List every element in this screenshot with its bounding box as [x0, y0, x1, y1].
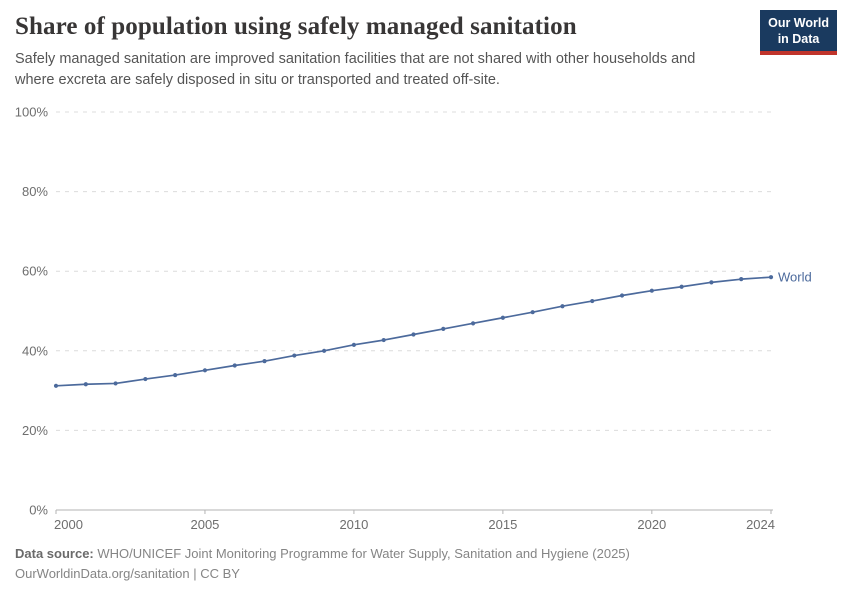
y-tick-label: 100% [15, 105, 49, 120]
series-world[interactable]: World [53, 270, 812, 388]
y-tick-label: 60% [22, 264, 48, 279]
data-source-text: WHO/UNICEF Joint Monitoring Programme fo… [97, 546, 630, 561]
owid-logo-line2: in Data [777, 31, 820, 46]
plot-area[interactable] [56, 112, 771, 510]
x-tick-label: 2015 [488, 517, 517, 532]
x-tick-label: 2020 [637, 517, 666, 532]
x-tick-label: 2024 [746, 517, 775, 532]
data-point[interactable] [322, 348, 327, 353]
data-point[interactable] [530, 310, 535, 315]
data-point[interactable] [262, 359, 267, 364]
data-point[interactable] [709, 280, 714, 285]
data-point[interactable] [113, 381, 118, 386]
data-point[interactable] [53, 383, 59, 388]
chart-subtitle: Safely managed sanitation are improved s… [15, 51, 696, 89]
data-point[interactable] [500, 315, 505, 320]
x-axis: 2000 2005 2010 2015 2020 2024 [54, 509, 775, 532]
chart-header: Share of population using safely managed… [15, 13, 737, 91]
y-tick-label: 0% [29, 503, 48, 518]
data-point[interactable] [590, 298, 595, 304]
data-point[interactable] [232, 363, 237, 368]
y-tick-label: 20% [22, 423, 48, 438]
x-tick-label: 2010 [339, 517, 368, 532]
owid-logo-line1: Our World [768, 16, 829, 30]
data-point[interactable] [173, 372, 178, 378]
y-tick-label: 80% [22, 184, 48, 199]
data-point[interactable] [649, 288, 654, 293]
series-end-label: World [778, 270, 812, 285]
data-source-line: Data source: WHO/UNICEF Joint Monitoring… [15, 544, 630, 564]
data-point[interactable] [381, 337, 386, 343]
data-point[interactable] [441, 326, 446, 332]
data-point[interactable] [560, 304, 565, 309]
data-point[interactable] [768, 275, 774, 280]
x-tick-label: 2005 [190, 517, 219, 532]
page-title: Share of population using safely managed… [15, 13, 577, 40]
data-point[interactable] [143, 376, 148, 382]
data-point[interactable] [739, 277, 744, 282]
data-point[interactable] [411, 332, 416, 337]
data-point[interactable] [679, 284, 684, 289]
data-point[interactable] [83, 382, 88, 387]
x-tick-label: 2000 [54, 517, 83, 532]
data-point[interactable] [470, 321, 476, 326]
data-source-label: Data source: [15, 546, 94, 561]
data-point[interactable] [619, 293, 625, 298]
chart-footer: Data source: WHO/UNICEF Joint Monitoring… [15, 544, 630, 584]
gridlines: 0% 20% 40% 60% 80% 100% [15, 105, 773, 518]
license-line[interactable]: OurWorldinData.org/sanitation | CC BY [15, 566, 240, 582]
data-point[interactable] [202, 368, 208, 373]
data-point[interactable] [292, 353, 297, 358]
data-point[interactable] [351, 342, 357, 347]
y-tick-label: 40% [22, 343, 48, 358]
owid-logo: Our World in Data [760, 10, 837, 56]
